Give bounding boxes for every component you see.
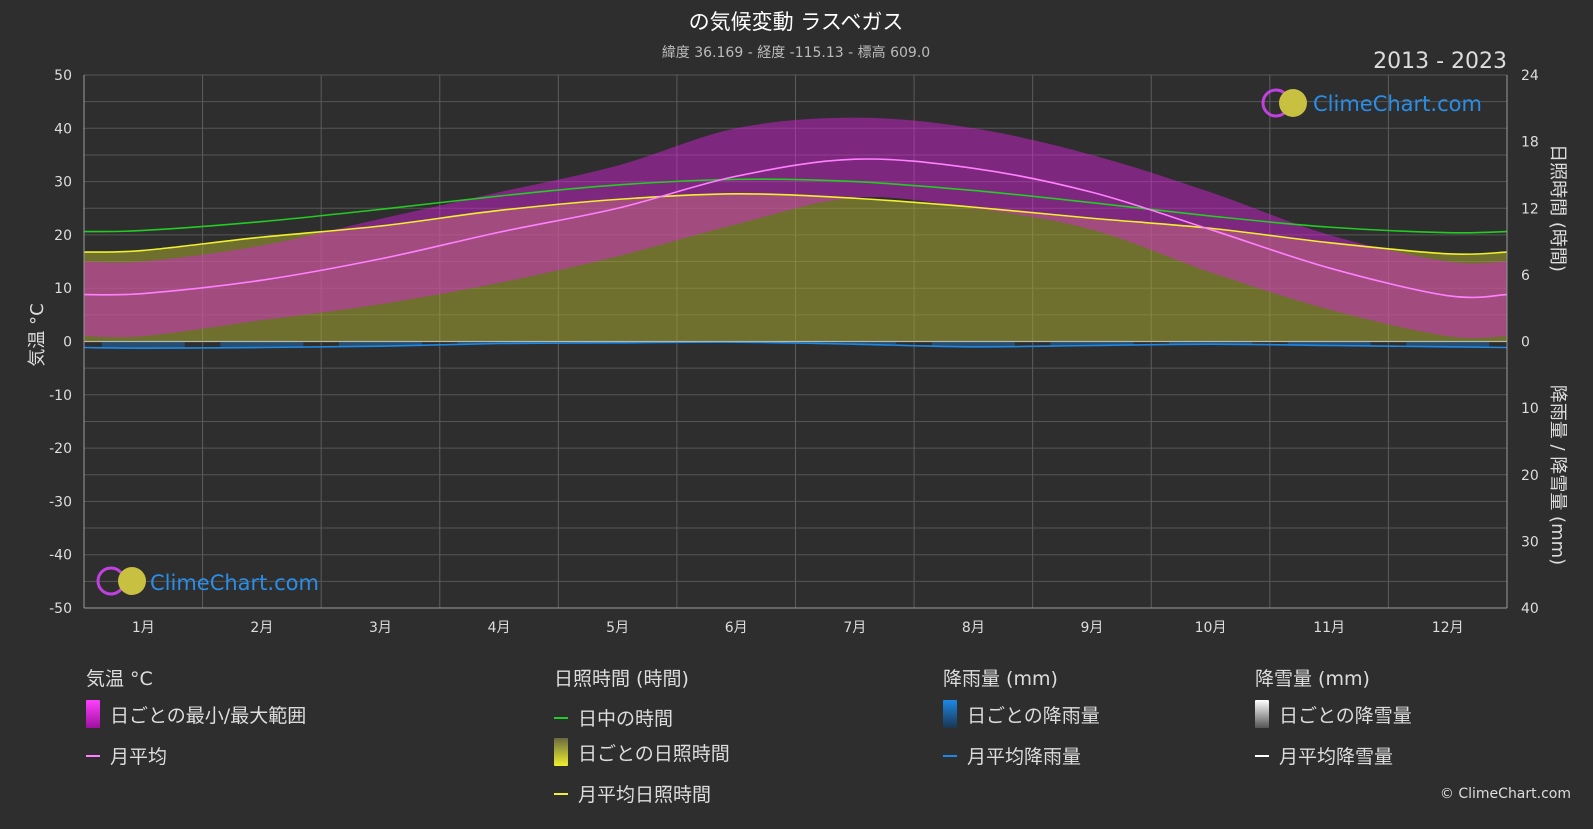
watermark-text-top: ClimeChart.com — [1313, 92, 1482, 116]
month-label: 12月 — [1432, 620, 1464, 636]
rain-daily-swatch — [943, 700, 957, 728]
legend-daylight-label: 日中の時間 — [578, 708, 674, 730]
legend-sun-avg: 月平均日照時間 — [554, 780, 711, 807]
sunshine-tick-label: 24 — [1521, 68, 1539, 84]
rain-bar — [1287, 341, 1371, 346]
legend-temp-avg-label: 月平均 — [110, 746, 168, 768]
rain-bars — [101, 341, 1490, 349]
month-label: 9月 — [1080, 620, 1103, 636]
temperature-range — [84, 117, 1507, 339]
month-label: 11月 — [1313, 620, 1345, 636]
sunshine-avg-line — [83, 193, 1508, 256]
daylight-line — [83, 178, 1508, 234]
month-label: 1月 — [132, 620, 155, 636]
month-label: 8月 — [962, 620, 985, 636]
legend-rain-avg-label: 月平均降雨量 — [967, 746, 1082, 768]
temp-tick-label: 30 — [54, 175, 72, 191]
axes: 50 40 30 20 10 0 -10 -20 -30 -40 -50 24 18 12 6 0 10 20 30… — [49, 68, 1539, 636]
logo-sun-icon — [1279, 89, 1307, 117]
rain-bar — [1050, 341, 1134, 346]
temp-tick-label: -10 — [49, 388, 72, 404]
temp-avg-swatch — [86, 754, 100, 757]
daylight-swatch — [554, 716, 568, 719]
temp-avg-line — [83, 158, 1508, 299]
sunshine-area — [84, 193, 1507, 342]
temp-tick-label: -30 — [49, 494, 72, 510]
rain-bar — [101, 341, 185, 349]
sunshine-tick-label: 6 — [1521, 268, 1530, 284]
temp-tick-label: 40 — [54, 121, 72, 137]
logo-sun-icon — [118, 567, 146, 595]
month-label: 4月 — [488, 620, 511, 636]
month-label: 7月 — [843, 620, 866, 636]
chart-title: の気候変動 ラスベガス — [689, 10, 904, 34]
sunshine-tick-label: 12 — [1521, 201, 1539, 217]
month-label: 10月 — [1195, 620, 1227, 636]
rain-bar — [1169, 341, 1253, 345]
rain-avg-line — [83, 341, 1508, 349]
rain-bar — [1406, 341, 1490, 347]
left-axis-title: 気温 °C — [27, 303, 48, 366]
sunshine-tick-label: 18 — [1521, 135, 1539, 151]
legend-rain-daily: 日ごとの降雨量 — [943, 700, 1100, 728]
legend-temp-range-label: 日ごとの最小/最大範囲 — [110, 704, 307, 727]
legend-daylight: 日中の時間 — [554, 704, 673, 731]
precip-tick-label: 30 — [1521, 534, 1539, 550]
series-lines — [83, 158, 1508, 349]
snow-avg-swatch — [1255, 754, 1269, 757]
legend-rain-daily-label: 日ごとの降雨量 — [967, 704, 1100, 727]
legend-snow-header: 降雪量 (mm) — [1255, 668, 1370, 690]
temp-range-band — [84, 117, 1507, 339]
temp-tick-label: 0 — [63, 335, 72, 351]
sunshine-tick-label: 0 — [1521, 335, 1530, 351]
legend-temp-avg: 月平均 — [86, 742, 167, 769]
legend-sun-header: 日照時間 (時間) — [554, 668, 689, 690]
rain-bar — [813, 341, 897, 345]
legend-sun-daily-label: 日ごとの日照時間 — [578, 742, 730, 765]
period-label: 2013 - 2023 — [1373, 49, 1507, 74]
rain-bar — [457, 341, 541, 344]
temp-tick-label: -20 — [49, 441, 72, 457]
sun-daily-swatch — [554, 738, 568, 766]
month-label: 5月 — [606, 620, 629, 636]
temp-tick-label: -40 — [49, 548, 72, 564]
legend-snow-daily-label: 日ごとの降雪量 — [1279, 704, 1412, 727]
precip-tick-label: 10 — [1521, 401, 1539, 417]
temp-tick-label: 50 — [54, 68, 72, 84]
watermark-top: ClimeChart.com — [1261, 88, 1482, 118]
temp-tick-label: -50 — [49, 601, 72, 617]
sun-avg-swatch — [554, 792, 568, 795]
right-axis-title-bottom: 降雨量 / 降雪量 (mm) — [1547, 385, 1568, 565]
legend-snow-daily: 日ごとの降雪量 — [1255, 700, 1412, 728]
rain-bar — [338, 341, 422, 347]
legend-snow-avg: 月平均降雪量 — [1255, 742, 1393, 769]
temp-tick-label: 10 — [54, 281, 72, 297]
rain-bar — [931, 341, 1015, 347]
month-label: 3月 — [369, 620, 392, 636]
legend-rain-header: 降雨量 (mm) — [943, 668, 1058, 690]
month-label: 6月 — [725, 620, 748, 636]
legend-temp-header: 気温 °C — [86, 668, 153, 690]
right-axis-title-top: 日照時間 (時間) — [1547, 144, 1568, 272]
legend-sun-daily: 日ごとの日照時間 — [554, 738, 730, 766]
legend-snow-avg-label: 月平均降雪量 — [1279, 746, 1394, 768]
rain-bar — [220, 341, 304, 348]
precip-tick-label: 40 — [1521, 601, 1539, 617]
legend-temp-range: 日ごとの最小/最大範囲 — [86, 700, 306, 728]
copyright: © ClimeChart.com — [1439, 786, 1571, 802]
temp-tick-label: 20 — [54, 228, 72, 244]
legend-rain-avg: 月平均降雨量 — [943, 742, 1081, 769]
chart-subtitle: 緯度 36.169 - 経度 -115.13 - 標高 609.0 — [662, 44, 930, 61]
snow-daily-swatch — [1255, 700, 1269, 728]
month-label: 2月 — [250, 620, 273, 636]
watermark-text-bottom: ClimeChart.com — [150, 571, 319, 595]
temp-range-swatch — [86, 700, 100, 728]
sunshine-fill — [84, 193, 1507, 342]
rain-avg-swatch — [943, 754, 957, 757]
legend-sun-avg-label: 月平均日照時間 — [578, 784, 712, 806]
precip-tick-label: 20 — [1521, 468, 1539, 484]
watermark-bottom: ClimeChart.com — [96, 566, 319, 596]
